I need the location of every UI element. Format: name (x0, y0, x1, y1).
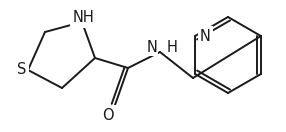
Text: N: N (146, 41, 157, 55)
Text: H: H (167, 41, 178, 55)
Text: O: O (102, 107, 114, 122)
Text: NH: NH (72, 11, 94, 25)
Text: N: N (200, 29, 211, 44)
Text: S: S (17, 62, 27, 77)
